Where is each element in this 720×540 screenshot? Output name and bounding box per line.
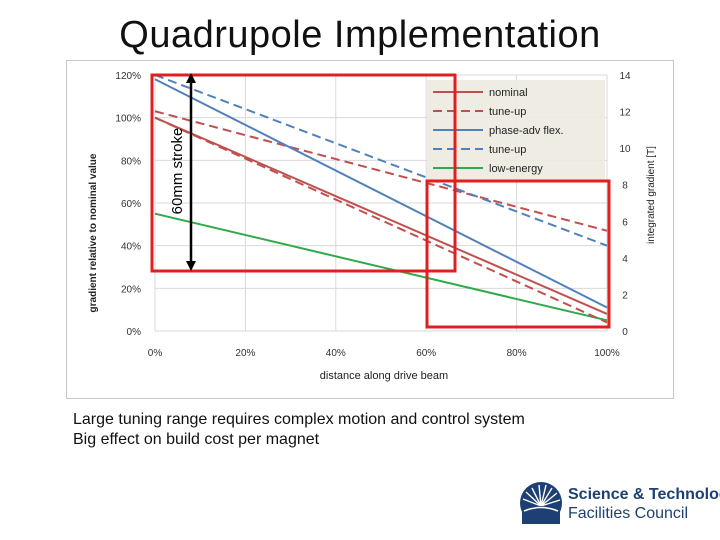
y2-tick-label: 12	[619, 108, 631, 119]
series-line	[154, 212, 608, 322]
y-tick-label: 60%	[121, 199, 141, 210]
chart-container: 0% 20% 40% 60% 80% 100% 120% 0% 20% 40% 60% 80% 100%…	[66, 60, 674, 399]
y2-tick-label: 8	[622, 181, 628, 192]
legend-label: nominal	[489, 87, 528, 99]
stroke-label: 60mm stroke	[169, 128, 186, 215]
chart-series	[154, 74, 608, 324]
body-text: Large tuning range requires complex moti…	[73, 410, 525, 450]
highlight-box-right	[425, 179, 611, 329]
x-axis-label: distance along drive beam	[320, 370, 448, 382]
y2-tick-label: 6	[622, 217, 628, 228]
y2-tick-label: 10	[619, 144, 631, 155]
y2-axis-label: integrated gradient [T]	[646, 146, 657, 244]
x-tick-label: 100%	[594, 348, 620, 359]
x-tick-label: 80%	[507, 348, 527, 359]
y-tick-label: 20%	[121, 284, 141, 295]
series-line	[154, 116, 608, 315]
page-title: Quadrupole Implementation	[119, 14, 601, 56]
stfc-logo: Science & Technology Facilities Council	[518, 478, 720, 530]
logo-text-line2: Facilities Council	[568, 505, 689, 522]
y-tick-label: 100%	[115, 114, 141, 125]
body-line-1: Large tuning range requires complex moti…	[73, 411, 525, 428]
y2-tick-label: 4	[622, 254, 628, 265]
line-chart: 0% 20% 40% 60% 80% 100% 120% 0% 20% 40% 60% 80% 100%…	[88, 71, 657, 382]
body-line-2: Big effect on build cost per magnet	[73, 431, 320, 448]
series-line	[154, 74, 608, 247]
legend-label: low-energy	[489, 163, 543, 175]
legend-label: tune-up	[489, 144, 526, 156]
sunburst-logo-icon	[520, 482, 562, 524]
x-tick-label: 20%	[235, 348, 255, 359]
series-line	[154, 110, 608, 232]
legend-label: phase-adv flex.	[489, 125, 564, 137]
logo-text-line1: Science & Technology	[568, 486, 720, 503]
highlight-box-left	[150, 73, 457, 273]
x-tick-label: 0%	[148, 348, 163, 359]
y-tick-label: 120%	[115, 71, 141, 82]
chart-ticks: 0% 20% 40% 60% 80% 100% 120% 0% 20% 40% 60% 80% 100%…	[115, 71, 631, 359]
series-line	[154, 116, 608, 324]
y-tick-label: 0%	[127, 327, 142, 338]
y-tick-label: 40%	[121, 242, 141, 253]
y2-tick-label: 0	[622, 327, 628, 338]
x-tick-label: 60%	[416, 348, 436, 359]
y-tick-label: 80%	[121, 156, 141, 167]
stroke-arrow-head-up	[186, 73, 196, 83]
series-line	[154, 78, 608, 309]
chart-legend: nominal tune-up phase-adv flex. tune-up low-…	[427, 80, 605, 181]
y2-tick-label: 14	[619, 71, 631, 82]
y2-tick-label: 2	[622, 290, 628, 301]
stroke-arrow-head-down	[186, 261, 196, 271]
legend-label: tune-up	[489, 106, 526, 118]
x-tick-label: 40%	[326, 348, 346, 359]
y-axis-label: gradient relative to nominal value	[88, 153, 99, 312]
